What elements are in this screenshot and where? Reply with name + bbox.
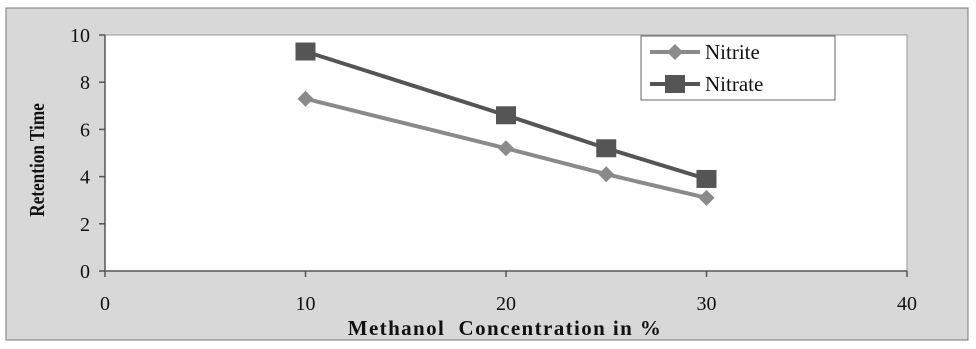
series-layer	[295, 42, 717, 206]
x-tick-label: 40	[897, 293, 917, 315]
x-tick-label: 20	[496, 293, 516, 315]
legend-label-nitrate: Nitrate	[705, 72, 763, 96]
x-tick-label: 0	[100, 293, 110, 315]
y-tick-label: 6	[80, 119, 90, 141]
x-axis-label: Methanol Concentration in %	[348, 316, 663, 340]
x-axis: 0 10 20 30 40	[100, 270, 917, 315]
y-axis-label: Retention Time	[27, 103, 50, 217]
y-tick-label: 8	[80, 72, 90, 94]
data-point-nitrate	[696, 169, 717, 188]
x-tick-label: 10	[296, 293, 316, 315]
series-line-nitrate	[304, 49, 708, 181]
data-point-nitrate	[596, 139, 617, 158]
data-point-nitrate	[295, 42, 316, 61]
legend-label-nitrite: Nitrite	[705, 40, 760, 64]
y-tick-label: 0	[80, 261, 90, 283]
y-tick-label: 10	[70, 25, 90, 47]
data-point-nitrite	[498, 140, 514, 157]
data-point-nitrite	[297, 90, 314, 107]
y-tick-label: 2	[80, 214, 90, 236]
legend: Nitrite Nitrate	[640, 35, 836, 101]
data-point-nitrate	[496, 106, 516, 125]
y-tick-label: 4	[80, 167, 90, 189]
y-axis: 0 2 4 6 8 10	[70, 25, 106, 283]
series-line-nitrite	[305, 96, 707, 200]
data-point-nitrite	[698, 189, 715, 206]
legend-marker-nitrate	[665, 75, 685, 93]
data-point-nitrite	[598, 166, 615, 183]
x-tick-label: 30	[697, 293, 717, 315]
legend-marker-nitrite	[667, 44, 683, 60]
